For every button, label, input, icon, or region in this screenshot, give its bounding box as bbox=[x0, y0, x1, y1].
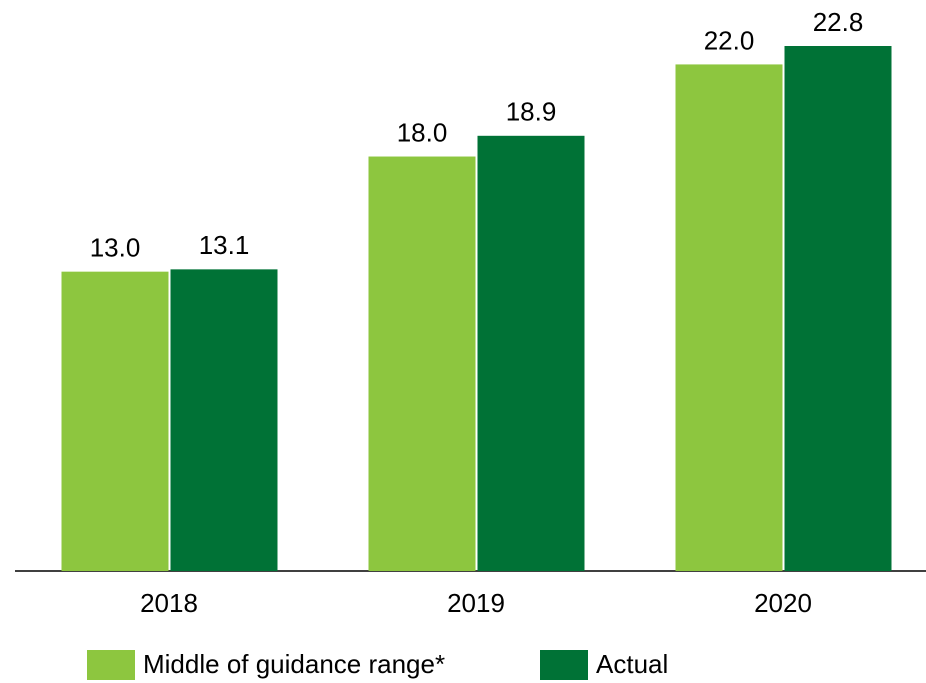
legend-swatch bbox=[87, 650, 135, 680]
legend-label: Actual bbox=[596, 649, 668, 679]
x-tick-label: 2020 bbox=[754, 588, 812, 618]
x-tick-label: 2018 bbox=[140, 588, 198, 618]
data-label: 22.0 bbox=[704, 25, 755, 55]
bar bbox=[675, 64, 783, 571]
bar bbox=[477, 135, 585, 572]
data-label: 13.0 bbox=[90, 233, 141, 263]
bar bbox=[368, 156, 476, 572]
x-tick-label: 2019 bbox=[447, 588, 505, 618]
bar bbox=[170, 269, 278, 571]
data-label: 18.9 bbox=[506, 97, 557, 127]
bar bbox=[61, 271, 169, 571]
legend-label: Middle of guidance range* bbox=[143, 649, 445, 679]
data-label: 18.0 bbox=[397, 117, 448, 147]
data-label: 13.1 bbox=[199, 230, 250, 260]
bar bbox=[784, 46, 892, 571]
data-label: 22.8 bbox=[813, 7, 864, 37]
legend-swatch bbox=[540, 650, 588, 680]
